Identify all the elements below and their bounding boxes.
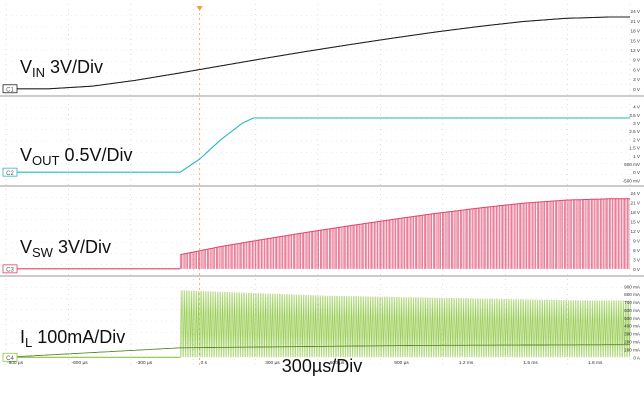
vsw-channel-label: VSW 3V/Div bbox=[20, 237, 111, 260]
channel-id-c3: C3 bbox=[6, 267, 14, 273]
scale-label: 6 V bbox=[633, 67, 641, 72]
scale-label: 700 mA bbox=[624, 300, 641, 305]
scale-label: 21 V bbox=[631, 201, 641, 206]
scale-label: 800 mA bbox=[624, 292, 641, 297]
scale-label: 3 V bbox=[633, 121, 641, 126]
channel-marker-c4 bbox=[2, 352, 18, 362]
scale-label: 100 mA bbox=[624, 347, 641, 352]
scale-label: 500 mV bbox=[624, 162, 641, 167]
axis-labels: C1 24 V 21 V 18 V 15 V 12 V 9 V 6 V 3 V 0 V C2 4 V 3… bbox=[2, 9, 641, 366]
scale-label: 0 V bbox=[633, 267, 641, 272]
scale-label: 500 mA bbox=[624, 316, 641, 321]
time-tick-label: 1.2 ms bbox=[459, 360, 474, 366]
time-tick-label: 300 µs bbox=[265, 360, 280, 366]
scale-label: 24 V bbox=[631, 9, 641, 14]
time-tick-label: 0 s bbox=[201, 360, 208, 366]
scale-label: 24 V bbox=[631, 191, 641, 196]
scale-label: 900 mA bbox=[624, 284, 641, 289]
time-tick-label: -600 µs bbox=[72, 360, 89, 366]
time-tick-label: 1.5 ms bbox=[523, 360, 538, 366]
scale-label: 15 V bbox=[631, 220, 641, 225]
time-tick-label: -900 µs bbox=[7, 360, 24, 366]
scale-label: 200 mA bbox=[624, 340, 641, 345]
scale-label: 1.5 V bbox=[629, 146, 641, 151]
scale-label: 9 V bbox=[633, 58, 641, 63]
scale-label: 4 V bbox=[633, 105, 641, 110]
trace-c4-average bbox=[5, 344, 630, 358]
il-channel-label: IL 100mA/Div bbox=[20, 327, 126, 350]
time-tick-label: 900 µs bbox=[394, 360, 409, 366]
scale-label: 3 V bbox=[633, 77, 641, 82]
scale-label: 15 V bbox=[631, 38, 641, 43]
scale-label: 3.5 V bbox=[629, 113, 641, 118]
scale-label: 1 V bbox=[633, 154, 641, 159]
trace-c3-pulses bbox=[179, 198, 630, 269]
channel-id-c2: C2 bbox=[6, 171, 14, 177]
scale-label: 21 V bbox=[631, 19, 641, 24]
scale-label: 400 mA bbox=[624, 324, 641, 329]
scale-label: 3 V bbox=[633, 257, 641, 262]
channel-marker-c3 bbox=[2, 264, 18, 274]
channel-id-c1: C1 bbox=[6, 87, 14, 93]
scale-label: 6 V bbox=[633, 248, 641, 253]
scale-label: 12 V bbox=[631, 48, 641, 53]
timebase-label: 300µs/Div bbox=[281, 356, 363, 376]
scale-label: 2 V bbox=[633, 137, 641, 142]
trigger-marker bbox=[196, 6, 203, 11]
scale-label: 0 A bbox=[633, 355, 641, 360]
scale-label: 300 mA bbox=[624, 332, 641, 337]
scale-label: 12 V bbox=[631, 229, 641, 234]
scale-label: 9 V bbox=[633, 238, 641, 243]
time-tick-label: 600 µs bbox=[330, 360, 345, 366]
time-tick-label: -300 µs bbox=[136, 360, 153, 366]
scale-label: 2.5 V bbox=[629, 129, 641, 134]
channel-marker-c2 bbox=[2, 167, 18, 177]
trace-c4-ripple bbox=[180, 290, 631, 358]
scale-label: 0 V bbox=[633, 170, 641, 175]
time-tick-label: 1.8 ms bbox=[588, 360, 603, 366]
trace-c3-envelope bbox=[180, 198, 630, 256]
channel-id-c4: C4 bbox=[6, 356, 14, 362]
scale-label: 18 V bbox=[631, 210, 641, 215]
trace-c1 bbox=[6, 16, 630, 90]
scale-label: 18 V bbox=[631, 29, 641, 34]
scale-label: 0 V bbox=[633, 87, 641, 92]
vout-channel-label: VOUT 0.5V/Div bbox=[20, 145, 133, 168]
trace-c2 bbox=[6, 117, 630, 173]
vin-channel-label: VIN 3V/Div bbox=[20, 57, 104, 80]
channel-marker-c1 bbox=[2, 84, 18, 94]
traces bbox=[5, 16, 631, 358]
scale-label: 600 mA bbox=[624, 308, 641, 313]
scale-label: -500 mV bbox=[623, 178, 641, 183]
